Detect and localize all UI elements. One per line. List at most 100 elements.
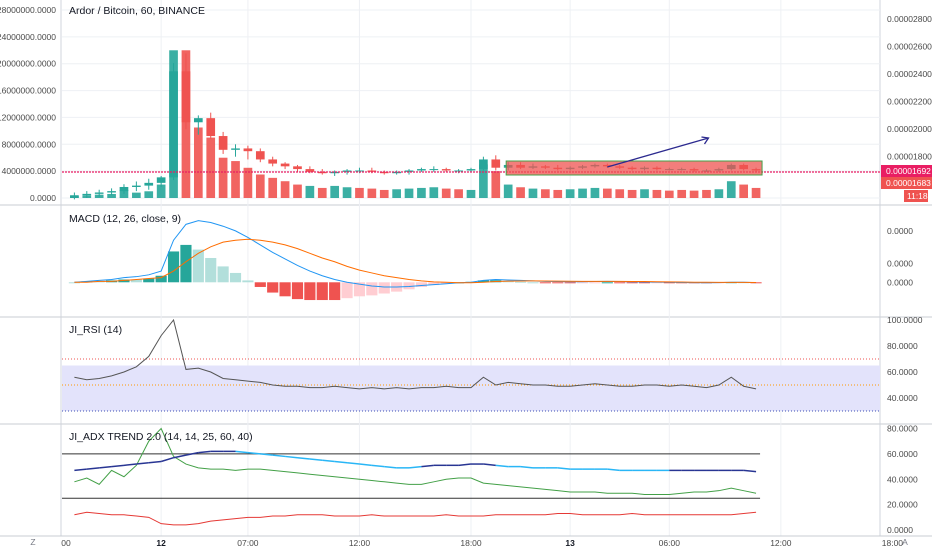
adx-axis-label: 0.0000 [887, 525, 913, 535]
volume-bar [677, 189, 687, 198]
candle-body [305, 169, 315, 172]
macd-histogram-bar [329, 282, 341, 301]
candle-body [466, 169, 476, 171]
price-label: 0.00001692 [886, 166, 931, 176]
volume-bar [615, 189, 625, 198]
volume-bar [702, 189, 711, 198]
left-axis-label: 20000000.0000 [0, 59, 56, 69]
macd-histogram-bar [564, 282, 576, 284]
candle-body [169, 71, 178, 178]
rsi-axis-label: 60.0000 [887, 367, 918, 377]
volume-bar [293, 184, 302, 198]
adx-axis-label: 40.0000 [887, 474, 918, 484]
macd-axis-label: 0.0000 [887, 259, 913, 269]
adx-minus-di-line [74, 511, 757, 526]
macd-histogram-bar [316, 282, 328, 301]
auto-scale-toggle-icon[interactable]: A [902, 537, 908, 547]
macd-histogram-bar [155, 275, 167, 283]
macd-histogram-bar [217, 266, 229, 283]
candle-body [342, 170, 352, 172]
adx-line-segment [520, 465, 534, 469]
volume-bar [578, 188, 587, 198]
trend-arrow [607, 137, 709, 168]
candle-body [441, 169, 451, 171]
macd-histogram-bar [167, 251, 180, 283]
adx-line-segment [458, 463, 472, 467]
adx-line-segment [359, 463, 372, 467]
adx-line-segment [384, 465, 397, 469]
volume-bar [640, 189, 649, 198]
countdown-box [904, 190, 928, 202]
price-label-box [881, 165, 932, 177]
macd-title: MACD (12, 26, close, 9) [69, 213, 182, 225]
adx-line-segment [123, 463, 137, 467]
candle-body [218, 136, 228, 150]
candle-body [243, 148, 253, 152]
macd-axis-label: 0.0000 [887, 277, 913, 287]
volume-bar [652, 189, 662, 198]
candle-body [82, 193, 92, 196]
rsi-axis-label: 80.0000 [887, 341, 918, 351]
macd-histogram-bar [341, 282, 353, 299]
volume-bar [429, 187, 439, 198]
macd-histogram-bar [552, 282, 564, 284]
adx-axis-label: 80.0000 [887, 424, 918, 434]
candle-body [417, 169, 426, 171]
price-label-2-box [881, 177, 932, 189]
time-axis-label: 07:00 [237, 538, 259, 548]
volume-bar [541, 189, 550, 198]
macd-histogram-bar [229, 272, 242, 283]
volume-bar [255, 174, 265, 198]
macd-histogram-bar [477, 280, 489, 283]
adx-line-segment [173, 454, 187, 459]
macd-histogram-bar [589, 282, 601, 284]
volume-bar [503, 184, 513, 198]
adx-line-segment [285, 455, 298, 459]
candle-body [107, 191, 116, 193]
adx-line-segment [421, 464, 434, 468]
adx-line-segment [185, 451, 199, 456]
trend-arrow-head [701, 136, 710, 145]
macd-histogram-bar [378, 282, 390, 294]
left-axis-label: 28000000.0000 [0, 5, 56, 15]
zoom-toggle-icon[interactable]: Z [30, 537, 35, 547]
macd-histogram-bar [180, 244, 192, 283]
macd-histogram-bar [130, 279, 142, 283]
left-axis-label: 0.0000 [30, 193, 56, 203]
chart-title: Ardor / Bitcoin, 60, BINANCE [69, 5, 205, 17]
volume-bar [156, 184, 166, 198]
right-axis-label: 0.00001800 [887, 152, 932, 162]
macd-histogram-bar [440, 282, 452, 284]
adx-line-segment [86, 467, 100, 470]
range-rectangle [505, 160, 763, 176]
adx-line-segment [309, 458, 323, 461]
candle-body [119, 186, 129, 192]
candle-body [181, 71, 191, 123]
adx-line-segment [99, 465, 112, 469]
candle-body [206, 118, 216, 137]
time-axis-label: 12:00 [349, 538, 371, 548]
volume-bar [218, 157, 228, 198]
volume-bar [119, 189, 129, 198]
macd-histogram-bar [366, 282, 378, 296]
macd-histogram-bar [527, 282, 539, 284]
macd-histogram-bar [267, 282, 279, 293]
adx-line-segment [557, 467, 571, 470]
adx-line-segment [160, 456, 174, 463]
volume-bar [132, 192, 141, 198]
right-axis-label: 0.00002400 [887, 69, 932, 79]
adx-line-segment [260, 453, 273, 456]
volume-bar [714, 189, 724, 198]
rsi-axis-label: 100.0000 [887, 315, 923, 325]
candle-body [156, 177, 166, 183]
adx-line-segment [235, 450, 248, 454]
macd-axis-label: 0.0000 [887, 226, 913, 236]
volume-bar [417, 187, 426, 198]
time-axis-label: 00 [61, 538, 71, 548]
macd-histogram-bar [242, 280, 254, 283]
adx-title: JI_ADX TREND 2.0 (14, 14, 25, 60, 40) [69, 431, 253, 443]
macd-histogram-bar [576, 282, 589, 284]
candle-body [293, 166, 302, 170]
macd-histogram-bar [304, 282, 316, 301]
